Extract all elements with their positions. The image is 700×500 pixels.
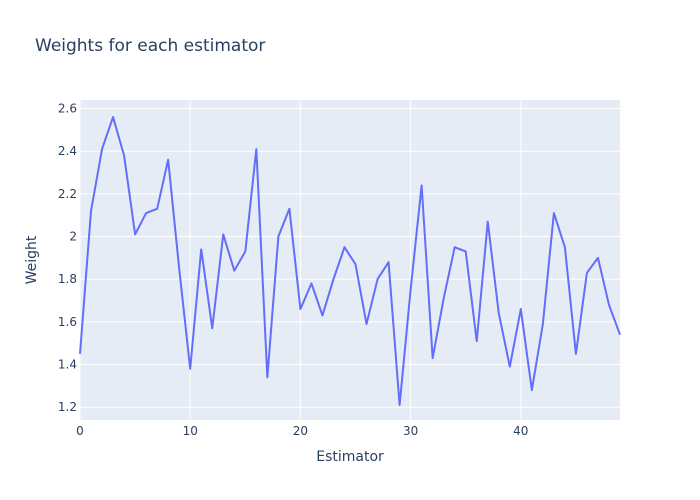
series-layer (79, 116, 621, 407)
y-tick-label: 2.4 (58, 144, 77, 158)
x-axis-title: Estimator (316, 449, 384, 465)
y-axis-title: Weight (24, 235, 40, 284)
x-tick-labels: 0 10 20 30 40 (76, 424, 528, 438)
y-tick-label: 2.6 (58, 102, 77, 116)
plot-area (80, 100, 620, 420)
x-tick-label: 40 (513, 424, 528, 438)
y-gridlines (80, 108, 620, 408)
y-tick-label: 2.2 (58, 187, 77, 201)
y-tick-label: 1.6 (58, 315, 77, 329)
chart-title: Weights for each estimator (35, 36, 265, 56)
series-line (79, 116, 621, 407)
x-tick-label: 10 (183, 424, 198, 438)
x-tick-label: 20 (293, 424, 308, 438)
y-tick-label: 1.4 (58, 358, 77, 372)
y-tick-label: 2 (69, 230, 77, 244)
y-tick-labels: 1.2 1.4 1.6 1.8 2 2.2 2.4 2.6 (58, 102, 77, 415)
y-tick-label: 1.8 (58, 272, 77, 286)
y-tick-label: 1.2 (58, 400, 77, 414)
x-tick-label: 0 (76, 424, 84, 438)
x-tick-label: 30 (403, 424, 418, 438)
